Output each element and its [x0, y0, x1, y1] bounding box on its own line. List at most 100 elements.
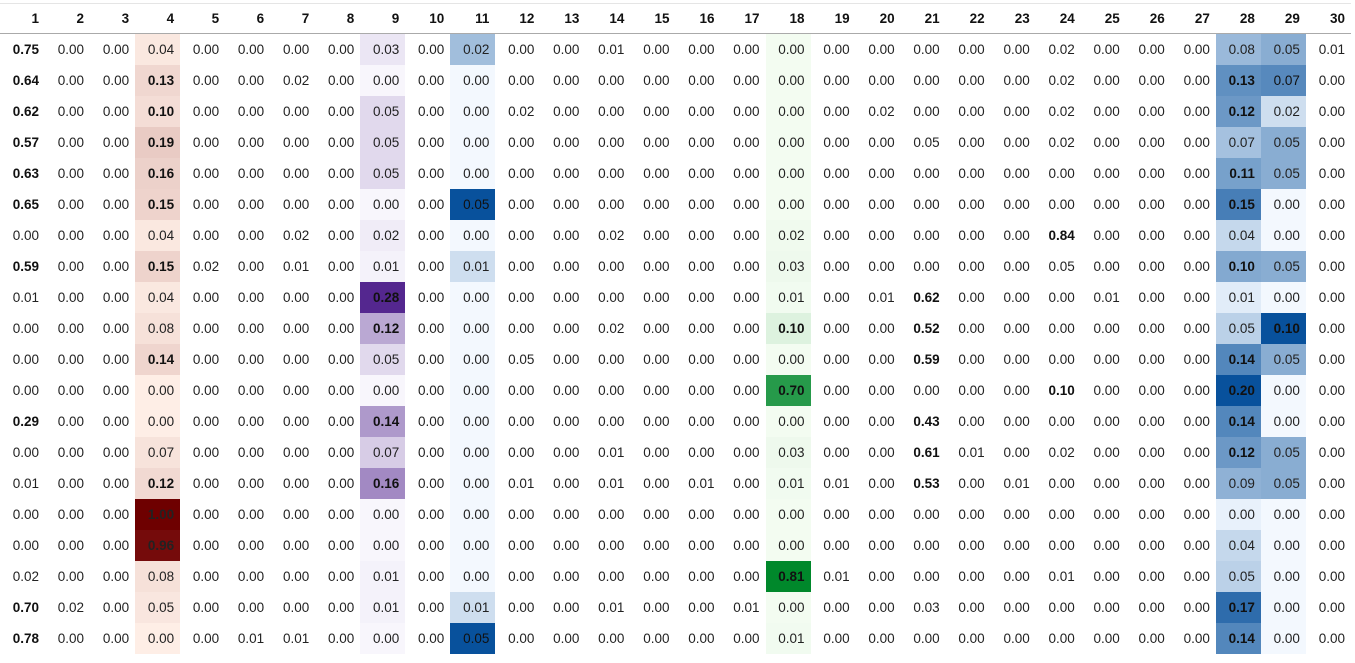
table-row: 0.00 0.00 0.00 0.00 0.00 0.00 0.00 0.00 0.00 0.00…	[0, 375, 1351, 406]
cell-r12-c11: 0.00	[450, 375, 496, 406]
cell-r5-c15: 0.00	[643, 166, 670, 181]
cell-r11-c25: 0.00	[1093, 352, 1120, 367]
cell-r12-c1: 0.00	[12, 383, 40, 398]
cell-r10-c11: 0.00	[450, 313, 496, 344]
table-row: 0.01 0.00 0.00 0.12 0.00 0.00 0.00 0.00 0.16 0.00…	[0, 468, 1351, 499]
cell-r8-c2: 0.00	[57, 259, 85, 274]
table-row: 0.00 0.00 0.00 1.00 0.00 0.00 0.00 0.00 0.00 0.00…	[0, 499, 1351, 530]
cell-r16-c15: 0.00	[643, 507, 670, 522]
cell-r13-c11: 0.00	[450, 406, 496, 437]
cell-r2-c14: 0.00	[598, 73, 625, 88]
cell-r19-c4: 0.05	[135, 592, 181, 623]
cell-r13-c16: 0.00	[688, 414, 715, 429]
cell-r15-c21: 0.53	[913, 476, 940, 491]
cell-r7-c16: 0.00	[688, 228, 715, 243]
column-header-26: 26	[1125, 3, 1171, 34]
cell-r15-c10: 0.00	[418, 476, 445, 491]
cell-r5-c7: 0.00	[282, 166, 310, 181]
cell-r17-c12: 0.00	[508, 538, 535, 553]
cell-r8-c13: 0.00	[553, 259, 580, 274]
cell-r7-c12: 0.00	[508, 228, 535, 243]
cell-r12-c22: 0.00	[958, 383, 985, 398]
cell-r3-c29: 0.02	[1260, 96, 1306, 127]
cell-r20-c25: 0.00	[1093, 631, 1120, 646]
cell-r2-c24: 0.02	[1048, 73, 1075, 88]
cell-r5-c18: 0.00	[765, 158, 811, 189]
cell-r11-c26: 0.00	[1138, 352, 1165, 367]
cell-r4-c1: 0.57	[12, 135, 40, 150]
cell-r15-c18: 0.01	[765, 468, 811, 499]
cell-r8-c28: 0.10	[1215, 251, 1261, 282]
cell-r4-c17: 0.00	[733, 135, 760, 150]
cell-r15-c11: 0.00	[450, 468, 496, 499]
cell-r18-c8: 0.00	[327, 569, 355, 584]
cell-r19-c12: 0.00	[508, 600, 535, 615]
cell-r11-c21: 0.59	[913, 352, 940, 367]
cell-r2-c13: 0.00	[553, 73, 580, 88]
cell-r8-c24: 0.05	[1048, 259, 1075, 274]
cell-r9-c24: 0.00	[1048, 290, 1075, 305]
cell-r8-c23: 0.00	[1003, 259, 1030, 274]
cell-r9-c7: 0.00	[282, 290, 310, 305]
cell-r9-c8: 0.00	[327, 290, 355, 305]
cell-r6-c29: 0.00	[1260, 189, 1306, 220]
cell-r10-c1: 0.00	[12, 321, 40, 336]
cell-r20-c1: 0.78	[12, 631, 40, 646]
cell-r7-c7: 0.02	[282, 228, 310, 243]
cell-r7-c10: 0.00	[418, 228, 445, 243]
table-row: 0.00 0.00 0.00 0.04 0.00 0.00 0.02 0.00 0.02 0.00…	[0, 220, 1351, 251]
cell-r14-c20: 0.00	[868, 445, 895, 460]
cell-r5-c30: 0.00	[1318, 166, 1345, 181]
cell-r18-c24: 0.01	[1048, 569, 1075, 584]
cell-r14-c29: 0.05	[1260, 437, 1306, 468]
cell-r3-c24: 0.02	[1048, 104, 1075, 119]
cell-r13-c14: 0.00	[598, 414, 625, 429]
cell-r1-c20: 0.00	[868, 42, 895, 57]
cell-r9-c29: 0.00	[1260, 282, 1306, 313]
cell-r5-c23: 0.00	[1003, 166, 1030, 181]
cell-r7-c9: 0.02	[360, 220, 406, 251]
cell-r5-c6: 0.00	[237, 166, 265, 181]
cell-r20-c20: 0.00	[868, 631, 895, 646]
heatmap-table: 1 2 3 4 5 6 7 8 9 10 11 12 13 14 15 16 17 18 19 20 21 22 23 24 2…	[0, 3, 1351, 654]
cell-r10-c28: 0.05	[1215, 313, 1261, 344]
cell-r12-c8: 0.00	[327, 383, 355, 398]
cell-r16-c7: 0.00	[282, 507, 310, 522]
cell-r8-c11: 0.01	[450, 251, 496, 282]
cell-r10-c21: 0.52	[913, 321, 940, 336]
cell-r10-c19: 0.00	[823, 321, 850, 336]
cell-r19-c24: 0.00	[1048, 600, 1075, 615]
cell-r9-c9: 0.28	[360, 282, 406, 313]
cell-r6-c24: 0.00	[1048, 197, 1075, 212]
cell-r3-c4: 0.10	[135, 96, 181, 127]
cell-r18-c26: 0.00	[1138, 569, 1165, 584]
cell-r16-c18: 0.00	[765, 499, 811, 530]
cell-r18-c13: 0.00	[553, 569, 580, 584]
cell-r5-c1: 0.63	[12, 166, 40, 181]
cell-r13-c15: 0.00	[643, 414, 670, 429]
cell-r15-c28: 0.09	[1215, 468, 1261, 499]
cell-r4-c7: 0.00	[282, 135, 310, 150]
cell-r1-c18: 0.00	[765, 33, 811, 65]
cell-r8-c10: 0.00	[418, 259, 445, 274]
cell-r7-c1: 0.00	[12, 228, 40, 243]
cell-r10-c2: 0.00	[57, 321, 85, 336]
cell-r3-c1: 0.62	[12, 104, 40, 119]
cell-r2-c12: 0.00	[508, 73, 535, 88]
cell-r4-c28: 0.07	[1215, 127, 1261, 158]
cell-r12-c10: 0.00	[418, 383, 445, 398]
cell-r7-c30: 0.00	[1318, 228, 1345, 243]
cell-r9-c21: 0.62	[913, 290, 940, 305]
cell-r13-c4: 0.00	[135, 406, 181, 437]
cell-r12-c7: 0.00	[282, 383, 310, 398]
cell-r9-c28: 0.01	[1215, 282, 1261, 313]
cell-r12-c28: 0.20	[1215, 375, 1261, 406]
cell-r16-c1: 0.00	[12, 507, 40, 522]
cell-r5-c3: 0.00	[102, 166, 130, 181]
cell-r8-c9: 0.01	[360, 251, 406, 282]
cell-r13-c18: 0.00	[765, 406, 811, 437]
cell-r15-c7: 0.00	[282, 476, 310, 491]
cell-r9-c6: 0.00	[237, 290, 265, 305]
cell-r8-c16: 0.00	[688, 259, 715, 274]
cell-r20-c2: 0.00	[57, 631, 85, 646]
